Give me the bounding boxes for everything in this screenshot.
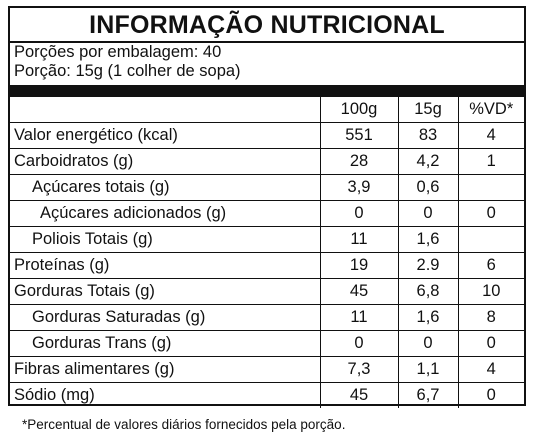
title-divider (10, 41, 524, 43)
value-15g: 1,6 (397, 226, 458, 253)
header-label-cell (10, 97, 320, 123)
value-100g: 19 (319, 252, 398, 279)
table-row: Açúcares totais (g) 3,9 0,6 (10, 174, 524, 201)
value-15g: 83 (397, 122, 458, 149)
value-vd: 4 (457, 122, 524, 149)
value-15g: 6,8 (397, 278, 458, 305)
header-15g: 15g (397, 97, 458, 123)
nutrient-label: Açúcares adicionados (g) (10, 200, 320, 227)
value-vd (457, 174, 524, 201)
nutrition-facts-panel: INFORMAÇÃO NUTRICIONAL Porções por embal… (8, 6, 526, 432)
value-100g: 3,9 (319, 174, 398, 201)
header-100g: 100g (319, 97, 398, 123)
nutrient-label: Poliois Totais (g) (10, 226, 320, 253)
thick-divider-bar (10, 85, 524, 97)
value-15g: 0,6 (397, 174, 458, 201)
value-vd: 6 (457, 252, 524, 279)
value-vd: 0 (457, 382, 524, 408)
nutrient-label: Gorduras Trans (g) (10, 330, 320, 357)
value-100g: 45 (319, 382, 398, 408)
table-row: Valor energético (kcal) 551 83 4 (10, 122, 524, 149)
table-header-row: 100g 15g %VD* (10, 97, 524, 123)
value-100g: 7,3 (319, 356, 398, 383)
table-row: Sódio (mg) 45 6,7 0 (10, 382, 524, 408)
nutrient-label: Proteínas (g) (10, 252, 320, 279)
table-row: Proteínas (g) 19 2.9 6 (10, 252, 524, 279)
nutrient-label: Gorduras Totais (g) (10, 278, 320, 305)
value-100g: 45 (319, 278, 398, 305)
value-vd: 4 (457, 356, 524, 383)
value-15g: 0 (397, 200, 458, 227)
table-row: Açúcares adicionados (g) 0 0 0 (10, 200, 524, 227)
value-15g: 1,6 (397, 304, 458, 331)
table-row: Carboidratos (g) 28 4,2 1 (10, 148, 524, 175)
value-100g: 11 (319, 226, 398, 253)
value-15g: 6,7 (397, 382, 458, 408)
page-title: INFORMAÇÃO NUTRICIONAL (89, 11, 445, 39)
nutrient-label: Gorduras Saturadas (g) (10, 304, 320, 331)
value-100g: 28 (319, 148, 398, 175)
value-15g: 2.9 (397, 252, 458, 279)
nutrient-label: Valor energético (kcal) (10, 122, 320, 149)
serving-size: Porção: 15g (1 colher de sopa) (14, 62, 241, 80)
nutrient-label: Sódio (mg) (14, 386, 95, 404)
table-row: Gorduras Totais (g) 45 6,8 10 (10, 278, 524, 305)
table-row: Poliois Totais (g) 11 1,6 (10, 226, 524, 253)
table-row: Gorduras Trans (g) 0 0 0 (10, 330, 524, 357)
value-100g: 0 (319, 200, 398, 227)
value-vd: 0 (457, 330, 524, 357)
footnote: *Percentual de valores diários fornecido… (22, 417, 346, 432)
value-100g: 551 (319, 122, 398, 149)
value-15g: 1,1 (397, 356, 458, 383)
value-vd: 10 (457, 278, 524, 305)
value-15g: 4,2 (397, 148, 458, 175)
nutrient-label: Carboidratos (g) (10, 148, 320, 175)
value-vd: 0 (457, 200, 524, 227)
servings-per-package: Porções por embalagem: 40 (14, 43, 222, 61)
value-vd (457, 226, 524, 253)
nutrition-table: 100g 15g %VD* Valor energético (kcal) 551… (10, 97, 524, 408)
table-row: Fibras alimentares (g) 7,3 1,1 4 (10, 356, 524, 383)
value-100g: 11 (319, 304, 398, 331)
value-100g: 0 (319, 330, 398, 357)
nutrient-label: Açúcares totais (g) (10, 174, 320, 201)
table-row: Gorduras Saturadas (g) 11 1,6 8 (10, 304, 524, 331)
value-vd: 1 (457, 148, 524, 175)
value-vd: 8 (457, 304, 524, 331)
value-15g: 0 (397, 330, 458, 357)
nutrient-label: Fibras alimentares (g) (10, 356, 320, 383)
header-vd: %VD* (457, 97, 524, 123)
